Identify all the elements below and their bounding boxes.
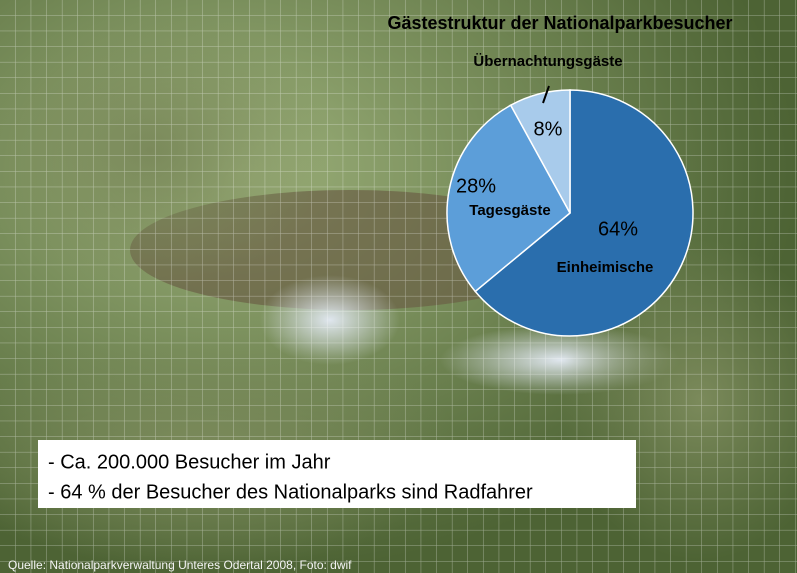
category-label: Einheimische — [557, 259, 654, 276]
slide: Gästestruktur der Nationalparkbesucher 6… — [0, 0, 797, 573]
category-label: Übernachtungsgäste — [473, 53, 622, 70]
chart-title: Gästestruktur der Nationalparkbesucher — [387, 13, 732, 33]
data-label: 8% — [534, 118, 563, 140]
note: - 64 % der Besucher des Nationalparks si… — [48, 481, 533, 503]
category-label: Tagesgäste — [469, 202, 550, 219]
note: - Ca. 200.000 Besucher im Jahr — [48, 451, 331, 473]
data-label: 28% — [456, 175, 496, 197]
data-label: 64% — [598, 218, 638, 240]
source: Quelle: Nationalparkverwaltung Unteres O… — [8, 558, 352, 572]
